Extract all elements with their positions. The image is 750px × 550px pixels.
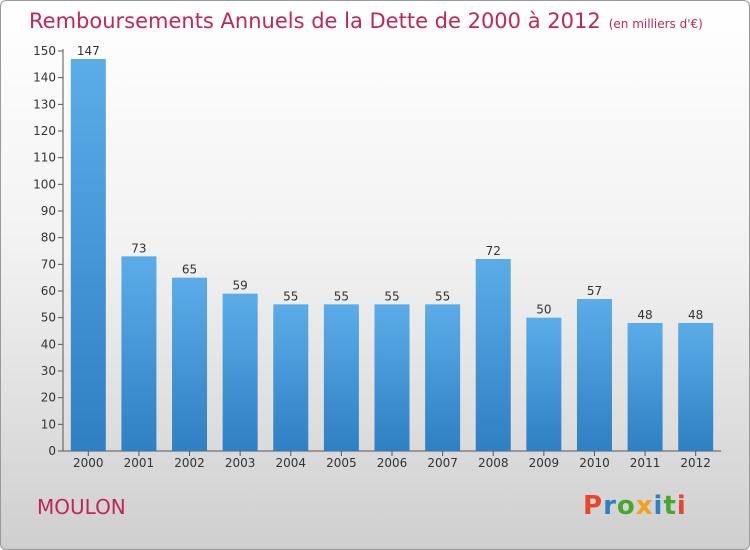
data-label-2011: 48 <box>637 308 652 322</box>
y-tick-label: 20 <box>41 391 56 405</box>
logo-letter: i <box>653 491 664 521</box>
bars: 147 73 65 59 55 55 55 55 72 50 57 48 48 <box>70 44 714 451</box>
bar-2012 <box>678 323 714 451</box>
bar-2007 <box>425 304 461 451</box>
y-tick-label: 50 <box>41 311 56 325</box>
bar-2003 <box>222 293 258 451</box>
y-tick-label: 40 <box>41 337 56 351</box>
data-label-2001: 73 <box>131 241 146 255</box>
data-label-2012: 48 <box>688 308 703 322</box>
bar-2011 <box>627 323 663 451</box>
y-tick-label: 70 <box>41 257 56 271</box>
logo-letter: t <box>663 491 677 521</box>
bar-2009 <box>526 317 562 451</box>
x-tick-label-2005: 2005 <box>326 456 357 470</box>
y-tick-label: 80 <box>41 231 56 245</box>
data-label-2003: 59 <box>233 279 248 293</box>
data-label-2002: 65 <box>182 263 197 277</box>
x-tick-label-2006: 2006 <box>377 456 408 470</box>
y-tick-label: 130 <box>33 97 56 111</box>
y-tick-label: 120 <box>33 124 56 138</box>
x-tick-label-2008: 2008 <box>478 456 509 470</box>
logo-letter: i <box>676 491 687 521</box>
y-tick-label: 30 <box>41 364 56 378</box>
logo-letter: o <box>616 491 636 521</box>
y-tick-label: 140 <box>33 71 56 85</box>
data-label-2007: 55 <box>435 289 450 303</box>
data-label-2009: 50 <box>536 303 551 317</box>
logo-letter: P <box>583 491 604 521</box>
chart-title: Remboursements Annuels de la Dette de 20… <box>29 9 703 33</box>
x-tick-label-2000: 2000 <box>73 456 104 470</box>
data-label-2004: 55 <box>283 289 298 303</box>
y-tick-label: 110 <box>33 151 56 165</box>
proxiti-logo[interactable]: Proxiti <box>583 491 687 521</box>
bar-2008 <box>475 259 511 451</box>
y-tick-label: 0 <box>48 444 56 458</box>
y-tick-label: 150 <box>33 44 56 58</box>
bar-2006 <box>374 304 410 451</box>
y-tick-label: 100 <box>33 177 56 191</box>
bar-2010 <box>576 299 612 451</box>
x-tick-label-2009: 2009 <box>529 456 560 470</box>
x-tick-label-2012: 2012 <box>680 456 711 470</box>
x-tick-label-2003: 2003 <box>225 456 256 470</box>
x-tick-label-2004: 2004 <box>275 456 306 470</box>
logo-letter: x <box>635 491 654 521</box>
data-label-2006: 55 <box>384 289 399 303</box>
logo-letter: r <box>603 491 617 521</box>
x-tick-label-2011: 2011 <box>630 456 661 470</box>
y-tick-label: 10 <box>41 417 56 431</box>
bar-2002 <box>172 277 208 451</box>
commune-name: MOULON <box>37 495 126 519</box>
bar-2004 <box>273 304 309 451</box>
bar-2005 <box>323 304 359 451</box>
bar-2000 <box>70 59 106 451</box>
x-tick-label-2010: 2010 <box>579 456 610 470</box>
data-label-2000: 147 <box>77 44 100 58</box>
y-tick-label: 90 <box>41 204 56 218</box>
bar-2001 <box>121 256 157 451</box>
data-label-2005: 55 <box>334 289 349 303</box>
data-label-2010: 57 <box>587 284 602 298</box>
x-tick-label-2007: 2007 <box>427 456 458 470</box>
axes: 0 10 20 30 40 50 60 70 80 90 100 110 120 130 140 150 200… <box>33 44 721 470</box>
y-tick-label: 60 <box>41 284 56 298</box>
data-label-2008: 72 <box>486 244 501 258</box>
x-tick-label-2002: 2002 <box>174 456 205 470</box>
unit-label: (en milliers d'€) <box>608 17 703 31</box>
x-tick-label-2001: 2001 <box>124 456 155 470</box>
